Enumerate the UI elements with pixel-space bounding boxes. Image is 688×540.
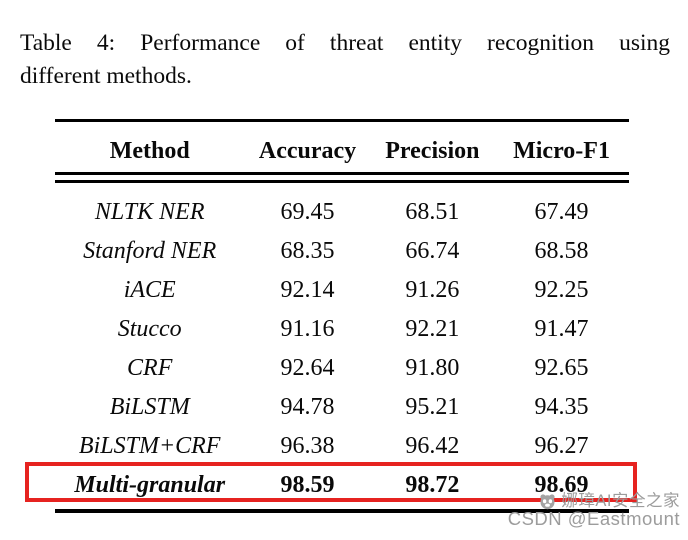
highlight-box: [25, 462, 637, 502]
table-row: Stucco 91.16 92.21 91.47: [55, 310, 629, 349]
caption-line-2: different methods.: [20, 63, 192, 89]
table-row-highlighted: Multi-granular 98.59 98.72 98.69: [55, 466, 629, 505]
panda-logo-icon: [540, 493, 556, 509]
cell-precision: 66.74: [405, 238, 460, 264]
table-row: BiLSTM 94.78 95.21 94.35: [55, 388, 629, 427]
cell-accuracy: 94.78: [280, 394, 335, 420]
cell-method: iACE: [123, 277, 176, 303]
cell-accuracy: 68.35: [280, 238, 335, 264]
cell-accuracy: 98.59: [280, 472, 335, 498]
cell-method: Stucco: [117, 316, 182, 342]
cell-accuracy: 92.64: [280, 355, 335, 381]
table-top-rule: [55, 119, 629, 122]
cell-method: NLTK NER: [94, 199, 205, 225]
cell-precision: 91.80: [405, 355, 460, 381]
cell-precision: 91.26: [405, 277, 460, 303]
cell-precision: 68.51: [405, 199, 460, 225]
watermark-handle-text: CSDN @Eastmount: [507, 508, 680, 529]
column-header-micro-f1: Micro-F1: [513, 138, 610, 164]
cell-precision: 92.21: [405, 316, 460, 342]
cell-micro-f1: 98.69: [534, 472, 589, 498]
cell-method: BiLSTM+CRF: [78, 433, 221, 459]
cell-precision: 96.42: [405, 433, 460, 459]
cell-accuracy: 91.16: [280, 316, 335, 342]
cell-micro-f1: 67.49: [534, 199, 589, 225]
cell-micro-f1: 91.47: [534, 316, 589, 342]
table-header-row: Method Accuracy Precision Micro-F1: [55, 132, 629, 170]
watermark: 娜璋AI安全之家 CSDN @Eastmount: [508, 492, 680, 528]
cell-accuracy: 92.14: [280, 277, 335, 303]
cell-micro-f1: 96.27: [534, 433, 589, 459]
column-header-accuracy: Accuracy: [258, 138, 357, 164]
cell-method: BiLSTM: [109, 394, 190, 420]
table-row: Stanford NER 68.35 66.74 68.58: [55, 232, 629, 271]
cell-method: Multi-granular: [74, 472, 226, 498]
cell-method: Stanford NER: [83, 238, 217, 264]
column-header-method: Method: [109, 138, 190, 164]
cell-precision: 98.72: [405, 472, 460, 498]
table-header-rule-lower: [55, 179, 629, 183]
watermark-line-1: 娜璋AI安全之家: [539, 492, 680, 510]
table-row: NLTK NER 69.45 68.51 67.49: [55, 193, 629, 232]
cell-micro-f1: 92.65: [534, 355, 589, 381]
cell-accuracy: 69.45: [280, 199, 335, 225]
cell-accuracy: 96.38: [280, 433, 335, 459]
table-row: iACE 92.14 91.26 92.25: [55, 271, 629, 310]
table-caption: Table 4: Performance of threat entity re…: [20, 27, 670, 93]
table-row: BiLSTM+CRF 96.38 96.42 96.27: [55, 427, 629, 466]
table-header-rule-upper: [55, 172, 629, 175]
cell-micro-f1: 94.35: [534, 394, 589, 420]
column-header-precision: Precision: [385, 138, 480, 164]
table-bottom-rule: [55, 509, 629, 513]
cell-method: CRF: [127, 355, 173, 381]
cell-precision: 95.21: [405, 394, 460, 420]
caption-line-1: Table 4: Performance of threat entity re…: [20, 30, 670, 56]
cell-micro-f1: 68.58: [534, 238, 589, 264]
cell-micro-f1: 92.25: [534, 277, 589, 303]
table-row: CRF 92.64 91.80 92.65: [55, 349, 629, 388]
watermark-brand-text: 娜璋AI安全之家: [561, 492, 680, 510]
